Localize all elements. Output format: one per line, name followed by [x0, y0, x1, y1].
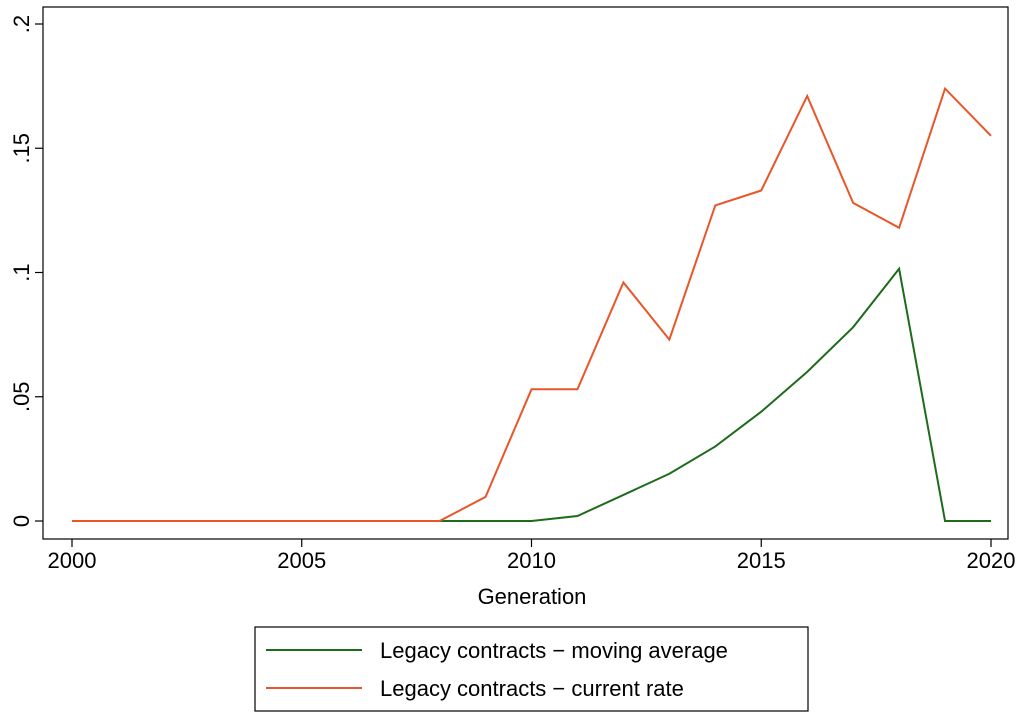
y-tick-label: .1 [9, 263, 34, 281]
y-tick-label: 0 [9, 515, 34, 527]
series-line [72, 266, 991, 522]
x-tick-label: 2015 [737, 548, 786, 573]
x-tick-label: 2020 [967, 548, 1016, 573]
legend-box [254, 626, 809, 712]
x-tick-label: 2010 [507, 548, 556, 573]
legend-label: Legacy contracts − current rate [380, 676, 684, 701]
x-tick-label: 2005 [277, 548, 326, 573]
x-tick-label: 2000 [48, 548, 97, 573]
x-axis-label: Generation [478, 584, 587, 609]
y-tick-label: .2 [9, 15, 34, 33]
y-tick-label: .15 [9, 133, 34, 164]
series-line [72, 86, 992, 522]
y-tick-label: .05 [9, 381, 34, 412]
legend-label: Legacy contracts − moving average [380, 638, 728, 663]
plot-frame [42, 6, 1009, 540]
